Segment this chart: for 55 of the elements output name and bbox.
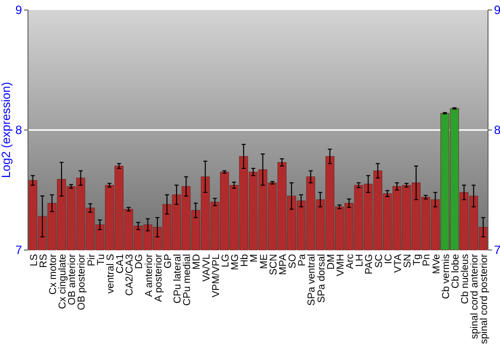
x-tick-label: Pn (422, 254, 433, 266)
x-tick-label: Hb (240, 254, 251, 267)
x-tick-label: A anterior (144, 253, 155, 297)
x-tick-label: SC (374, 254, 385, 268)
x-tick-label: SPa dorsal (316, 254, 328, 303)
x-tick-label: LG (220, 254, 232, 268)
x-tick-label: M (249, 254, 260, 262)
x-tick-label: Cx cingulate (58, 254, 69, 310)
x-tick-label: Cx motor (48, 253, 59, 295)
y2-tick-label: 9 (494, 3, 500, 18)
x-tick-label: spinal cord anterior (470, 253, 481, 340)
x-tick-label: MVe (431, 254, 442, 274)
x-tick-label: VTA (392, 254, 404, 273)
y-tick-label: 9 (15, 3, 22, 18)
x-tick-label: Tg (412, 254, 424, 266)
x-tick-label: CA1 (115, 254, 126, 274)
x-tick-label: Tu (96, 254, 107, 266)
x-tick-label: VPM/VPL (210, 254, 222, 298)
x-tick-label: GP (162, 254, 174, 268)
y2-tick-label: 7 (494, 243, 500, 258)
x-tick-label: Pir (86, 253, 98, 266)
y-tick-label: 8 (15, 123, 22, 138)
x-tick-label: Cb lobe (450, 254, 462, 288)
x-tick-label: Cb vermis (440, 254, 452, 300)
x-tick-label: PAG (364, 254, 376, 274)
x-tick-label: Cb nucleus (460, 254, 472, 304)
x-tick-label: OB posterior (76, 253, 88, 310)
x-tick-label: SPa ventral (306, 254, 318, 306)
y-axis-title: Log2 (expression) (0, 82, 13, 178)
x-tick-label: CA2/CA3 (124, 254, 136, 296)
x-tick-label: CPu medial (182, 254, 194, 306)
x-tick-label: spinal cord posterior (479, 253, 490, 344)
x-tick-label: OB anterior (67, 253, 78, 306)
x-tick-label: DM (326, 254, 337, 270)
x-tick-label: VMH (335, 254, 346, 276)
x-tick-label: Arc (345, 254, 356, 269)
x-tick-label: SO (288, 254, 299, 268)
x-tick-label: SN (402, 254, 414, 268)
x-tick-label: SCN (268, 254, 280, 276)
y2-tick-label: 8 (494, 123, 500, 138)
x-tick-label: Pa (297, 254, 308, 266)
x-tick-label: MD (192, 254, 203, 270)
x-tick-label: IC (383, 254, 394, 264)
x-tick-label: MPA (278, 254, 289, 275)
x-tick-label: VA/VL (201, 254, 212, 282)
x-tick-label: MG (230, 254, 242, 270)
x-tick-label: RS (38, 254, 50, 268)
y-tick-label: 7 (15, 243, 22, 258)
x-tick-label: CPu lateral (172, 254, 184, 304)
x-tick-label: A posterior (153, 253, 164, 302)
x-tick-label: LH (354, 254, 366, 267)
x-tick-label: ventral S (105, 254, 116, 294)
x-tick-label: DG (134, 254, 146, 269)
x-tick-label: ME (258, 254, 270, 269)
x-tick-label: LS (28, 254, 40, 266)
